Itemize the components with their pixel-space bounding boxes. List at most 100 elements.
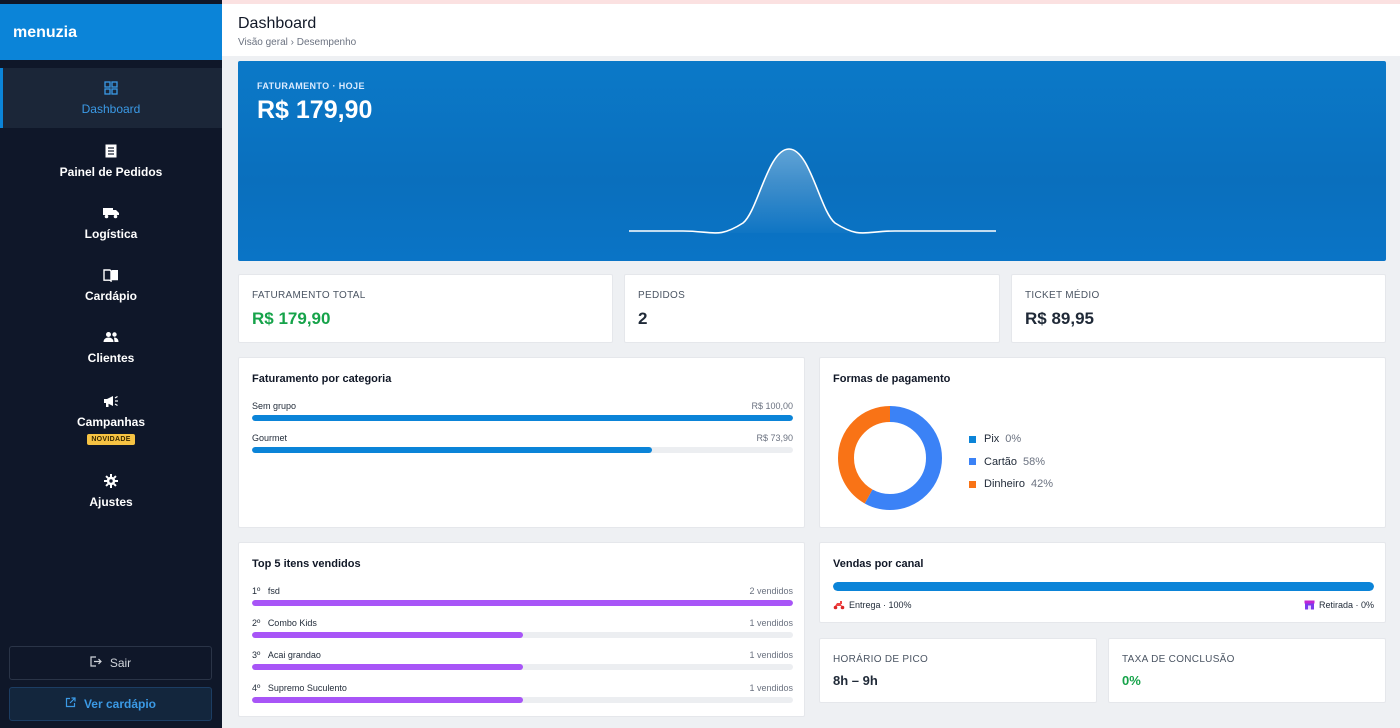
sidebar-item-logistica[interactable]: Logística	[0, 192, 222, 254]
megaphone-icon	[103, 393, 119, 409]
exit-label: Sair	[109, 656, 132, 670]
category-value: R$ 100,00	[751, 401, 793, 411]
legend-name: Pix	[984, 433, 1000, 446]
view-menu-label: Ver cardápio	[83, 697, 157, 711]
sidebar-item-clientes[interactable]: Clientes	[0, 316, 222, 378]
category-row: Sem grupo R$ 100,00	[252, 401, 793, 421]
sidebar-item-cardapio[interactable]: Cardápio	[0, 254, 222, 316]
category-revenue-card: Faturamento por categoria Sem grupo R$ 1…	[238, 357, 805, 528]
truck-icon	[103, 205, 119, 221]
item-rank: 2º	[252, 618, 261, 628]
item-bar	[252, 632, 523, 638]
card-title: Top 5 itens vendidos	[252, 558, 361, 570]
legend-pct: 58%	[1023, 455, 1046, 468]
category-name: Sem grupo	[252, 401, 297, 411]
payment-donut-chart	[838, 406, 942, 510]
breadcrumb: Visão geral › Desempenho	[238, 37, 357, 48]
logout-icon	[90, 656, 102, 670]
sales-by-channel-card: Vendas por canal Entrega · 100% Retirada…	[819, 542, 1386, 623]
users-icon	[103, 329, 119, 345]
card-title: Faturamento por categoria	[252, 373, 392, 385]
sidebar-item-label: Painel de Pedidos	[59, 165, 163, 179]
legend-item-dinheiro: Dinheiro 42%	[969, 473, 1053, 496]
donut-slice-dinheiro	[838, 406, 942, 510]
legend-name: Cartão	[984, 455, 1018, 468]
item-name: Supremo Suculento	[267, 683, 347, 693]
pickup-label: Retirada · 0%	[1318, 600, 1374, 610]
payment-legend: Pix 0% Cartão 58% Dinheiro 42%	[969, 428, 1053, 496]
kpi-label: TICKET MÉDIO	[1025, 290, 1100, 301]
category-row: Gourmet R$ 73,90	[252, 433, 793, 453]
top-item-row: 3º Acai grandao 1 vendidos	[252, 650, 793, 670]
hero-value: R$ 179,90	[257, 96, 373, 124]
exit-button[interactable]: Sair	[9, 646, 212, 680]
sidebar-item-label: Logística	[84, 227, 138, 241]
kpi-label: TAXA DE CONCLUSÃO	[1122, 654, 1235, 665]
delivery-label: Entrega · 100%	[849, 600, 912, 610]
payment-methods-card: Formas de pagamento Pix 0% Cartão 58% Di…	[819, 357, 1386, 528]
item-bar	[252, 600, 793, 606]
item-name: Combo Kids	[267, 618, 317, 628]
external-link-icon	[65, 697, 76, 711]
item-rank: 1º	[252, 586, 261, 596]
revenue-sparkline	[629, 148, 996, 234]
top-item-row: 1º fsd 2 vendidos	[252, 586, 793, 606]
legend-pct: 0%	[1005, 433, 1022, 446]
item-rank: 4º	[252, 683, 261, 693]
page-title: Dashboard	[238, 15, 317, 32]
kpi-label: HORÁRIO DE PICO	[833, 654, 929, 665]
revenue-today-card: FATURAMENTO · HOJE R$ 179,90	[238, 61, 1386, 261]
sidebar-item-ajustes[interactable]: Ajustes	[0, 460, 222, 522]
completion-rate-card: TAXA DE CONCLUSÃO 0%	[1108, 638, 1386, 703]
peak-hour-card: HORÁRIO DE PICO 8h – 9h	[819, 638, 1097, 703]
kpi-total-revenue: FATURAMENTO TOTAL R$ 179,90	[238, 274, 613, 343]
kpi-value: R$ 89,95	[1025, 309, 1094, 328]
top-accent-line	[222, 0, 1400, 4]
kpi-label: FATURAMENTO TOTAL	[252, 290, 366, 301]
scooter-icon	[833, 600, 845, 610]
item-sold: 1 vendidos	[749, 683, 793, 693]
kpi-orders: PEDIDOS 2	[624, 274, 1000, 343]
book-icon	[103, 267, 119, 283]
brand-logo[interactable]: menuzia	[0, 4, 222, 60]
sidebar-item-campanhas[interactable]: Campanhas NOVIDADE	[0, 378, 222, 460]
sidebar-item-label: Campanhas	[76, 415, 146, 429]
legend-swatch	[969, 458, 976, 466]
sidebar: menuzia Dashboard Painel de Pedidos Logí…	[0, 0, 222, 728]
sidebar-nav: Dashboard Painel de Pedidos Logística Ca…	[0, 68, 222, 522]
top-item-row: 2º Combo Kids 1 vendidos	[252, 618, 793, 638]
sidebar-item-label: Cardápio	[84, 289, 137, 303]
top-items-card: Top 5 itens vendidos 1º fsd 2 vendidos 2…	[238, 542, 805, 717]
legend-name: Dinheiro	[984, 478, 1025, 491]
item-rank: 3º	[252, 650, 261, 660]
item-bar	[252, 697, 523, 703]
item-sold: 2 vendidos	[749, 586, 793, 596]
kpi-value: 0%	[1122, 673, 1141, 688]
sidebar-item-painel-de-pedidos[interactable]: Painel de Pedidos	[0, 130, 222, 192]
category-bar	[252, 447, 652, 453]
channel-track	[833, 582, 1374, 591]
top-item-row: 4º Supremo Suculento 1 vendidos	[252, 683, 793, 703]
kpi-value: 8h – 9h	[833, 673, 878, 688]
category-value: R$ 73,90	[756, 433, 793, 443]
hero-label: FATURAMENTO · HOJE	[257, 81, 365, 91]
legend-swatch	[969, 435, 976, 443]
sidebar-item-dashboard[interactable]: Dashboard	[0, 68, 222, 128]
kpi-value: 2	[638, 309, 648, 328]
kpi-label: PEDIDOS	[638, 290, 686, 301]
item-name: fsd	[267, 586, 280, 596]
card-title: Vendas por canal	[833, 558, 924, 570]
legend-item-cartao: Cartão 58%	[969, 451, 1053, 474]
category-bar	[252, 415, 793, 421]
grid-icon	[103, 80, 119, 96]
item-name: Acai grandao	[267, 650, 321, 660]
view-menu-button[interactable]: Ver cardápio	[9, 687, 212, 721]
sidebar-item-label: Dashboard	[81, 102, 141, 116]
page-header: Dashboard Visão geral › Desempenho	[222, 4, 1400, 56]
item-sold: 1 vendidos	[749, 618, 793, 628]
channel-delivery-bar	[833, 582, 1374, 591]
sidebar-item-label: Ajustes	[89, 495, 133, 509]
item-sold: 1 vendidos	[749, 650, 793, 660]
item-bar	[252, 664, 523, 670]
legend-item-pix: Pix 0%	[969, 428, 1053, 451]
